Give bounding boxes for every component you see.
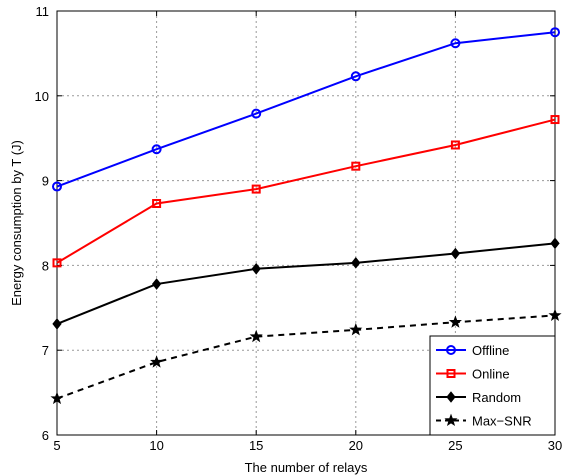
data-point-offline (151, 144, 162, 155)
x-tick-label: 30 (548, 438, 562, 453)
data-point-random (251, 262, 261, 275)
data-point-max-snr (50, 391, 64, 405)
series-offline (52, 27, 560, 192)
legend-marker (446, 369, 456, 378)
y-tick-label: 11 (36, 4, 50, 19)
x-tick-label: 15 (249, 438, 263, 453)
data-point-random (450, 247, 461, 260)
legend-label: Online (472, 367, 510, 382)
y-tick-label: 10 (35, 89, 49, 104)
plot-frame (56, 10, 556, 436)
legend-label: Max−SNR (472, 414, 532, 429)
series-online (52, 115, 560, 268)
data-point-online (52, 258, 62, 268)
data-point-max-snr (249, 329, 263, 343)
data-point-online (152, 198, 162, 208)
data-point-random (151, 278, 162, 290)
y-tick-label: 9 (42, 174, 49, 189)
data-point-max-snr (150, 355, 164, 368)
x-tick-label: 10 (149, 438, 163, 453)
y-tick-label: 8 (42, 258, 49, 273)
data-point-online (251, 184, 261, 194)
data-point-random (550, 237, 560, 250)
data-point-offline (350, 71, 361, 82)
data-point-online (550, 115, 560, 125)
series-line-max-snr (56, 314, 556, 400)
legend-label: Offline (472, 343, 509, 358)
data-point-max-snr (349, 322, 363, 336)
legend-entry-random: Random (436, 390, 521, 405)
data-point-online (450, 140, 460, 150)
y-tick-label: 6 (42, 428, 49, 443)
data-point-max-snr (548, 308, 562, 321)
x-axis-label: The number of relays (245, 460, 368, 475)
data-point-random (351, 257, 361, 269)
x-tick-label: 25 (448, 438, 462, 453)
legend-label: Random (472, 390, 521, 405)
legend-entry-online: Online (436, 367, 510, 382)
data-point-online (351, 161, 361, 171)
series-max-snr (50, 308, 562, 405)
legend-marker (446, 345, 456, 355)
legend-entry-offline: Offline (436, 343, 509, 358)
legend-marker (446, 391, 456, 403)
data-point-offline (52, 181, 62, 192)
data-point-offline (450, 38, 461, 49)
data-point-random (52, 318, 62, 330)
y-axis-label: Energy consumption by T (J) (9, 140, 24, 306)
x-tick-label: 5 (53, 438, 60, 453)
grid (57, 11, 555, 435)
data-point-max-snr (448, 315, 462, 328)
series-random (52, 237, 560, 330)
x-tick-label: 20 (349, 438, 363, 453)
series-group (50, 27, 562, 405)
data-point-offline (251, 108, 262, 119)
legend-marker (444, 413, 458, 427)
legend: Offline Online Random Max−SNR (429, 335, 556, 436)
series-line-offline (56, 31, 556, 188)
series-line-online (56, 118, 556, 264)
data-point-offline (550, 27, 560, 38)
series-line-random (56, 242, 556, 325)
y-tick-label: 7 (42, 343, 49, 358)
legend-entry-max-snr: Max−SNR (436, 414, 532, 429)
